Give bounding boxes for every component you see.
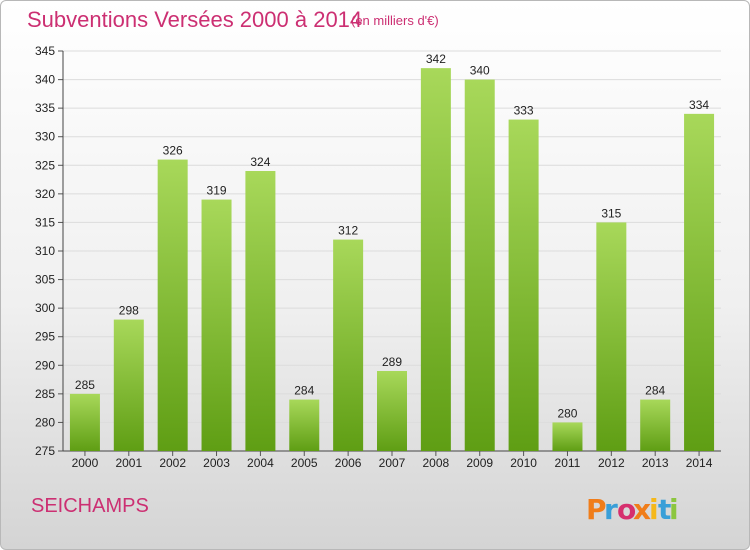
y-tick-label: 275	[35, 444, 55, 458]
data-label: 312	[338, 224, 358, 238]
data-label: 298	[119, 304, 139, 318]
bar	[684, 113, 715, 451]
bar	[508, 119, 539, 452]
data-label: 324	[250, 155, 270, 169]
bar	[640, 399, 671, 451]
data-label: 342	[426, 52, 446, 66]
y-tick-label: 305	[35, 273, 55, 287]
logo-letter: i	[669, 493, 679, 526]
x-tick-label: 2012	[598, 456, 625, 470]
bar	[596, 222, 627, 451]
y-tick-label: 280	[35, 415, 55, 429]
logo-letter: o	[617, 493, 636, 526]
data-label: 284	[645, 384, 665, 398]
x-tick-label: 2009	[466, 456, 493, 470]
logo-letter: P	[586, 493, 607, 526]
y-tick-label: 290	[35, 358, 55, 372]
proxiti-logo[interactable]: Pr oxi ti	[584, 489, 690, 529]
bar	[201, 199, 232, 451]
y-tick-label: 330	[35, 130, 55, 144]
x-tick-label: 2010	[510, 456, 537, 470]
chart-title: Subventions Versées 2000 à 2014	[27, 7, 363, 32]
logo-letter: t	[658, 493, 671, 526]
bar	[69, 393, 100, 451]
y-tick-label: 300	[35, 301, 55, 315]
data-labels: 285 298 326 319 324 284 312 289 342 340 333 280 315 2…	[75, 52, 709, 420]
commune-name: SEICHAMPS	[31, 495, 149, 517]
y-tick-label: 335	[35, 101, 55, 115]
x-tick-label: 2001	[115, 456, 142, 470]
logo-letter: i	[649, 493, 659, 526]
y-tick-label: 340	[35, 73, 55, 87]
x-tick-label: 2008	[423, 456, 450, 470]
x-tick-label: 2002	[159, 456, 186, 470]
proxiti-logo-letters: Pr oxi ti	[586, 493, 679, 526]
x-tick-label: 2004	[247, 456, 274, 470]
bar	[464, 79, 495, 452]
data-label: 333	[514, 104, 534, 118]
data-label: 285	[75, 378, 95, 392]
x-tick-label: 2013	[642, 456, 669, 470]
y-tick-label: 325	[35, 158, 55, 172]
x-tick-labels: 2000 2001 2002 2003 2004 2005 2006 2007 2008 2009…	[72, 456, 713, 470]
y-tick-label: 310	[35, 244, 55, 258]
x-tick-label: 2006	[335, 456, 362, 470]
y-tick-label: 315	[35, 215, 55, 229]
data-label: 334	[689, 98, 709, 112]
y-tick-label: 295	[35, 330, 55, 344]
bar	[245, 171, 276, 451]
bar	[157, 159, 188, 452]
data-label: 289	[382, 355, 402, 369]
x-tick-label: 2005	[291, 456, 318, 470]
x-tick-label: 2007	[379, 456, 406, 470]
y-tick-label: 320	[35, 187, 55, 201]
bar	[113, 319, 144, 451]
data-label: 319	[207, 184, 227, 198]
bar	[377, 371, 407, 451]
data-label: 280	[557, 406, 577, 420]
x-tick-label: 2000	[72, 456, 99, 470]
x-tick-label: 2014	[686, 456, 713, 470]
y-tick-label: 285	[35, 387, 55, 401]
bar	[333, 239, 364, 451]
data-label: 284	[294, 384, 314, 398]
data-label: 315	[601, 206, 621, 220]
x-tick-label: 2003	[203, 456, 230, 470]
bars	[69, 68, 715, 452]
logo-letter: x	[633, 493, 651, 526]
chart-subtitle: (en milliers d'€)	[351, 13, 439, 28]
logo-letter: r	[604, 493, 618, 526]
y-tick-labels: 275 280 285 290 295 300 305 310 315 320 325 330 335 3…	[35, 44, 55, 458]
x-tick-label: 2011	[555, 456, 581, 470]
data-label: 326	[163, 144, 183, 158]
y-tick-label: 345	[35, 44, 55, 58]
bar	[289, 399, 320, 451]
bar	[552, 422, 583, 451]
data-label: 340	[470, 64, 490, 78]
bar	[420, 68, 451, 452]
